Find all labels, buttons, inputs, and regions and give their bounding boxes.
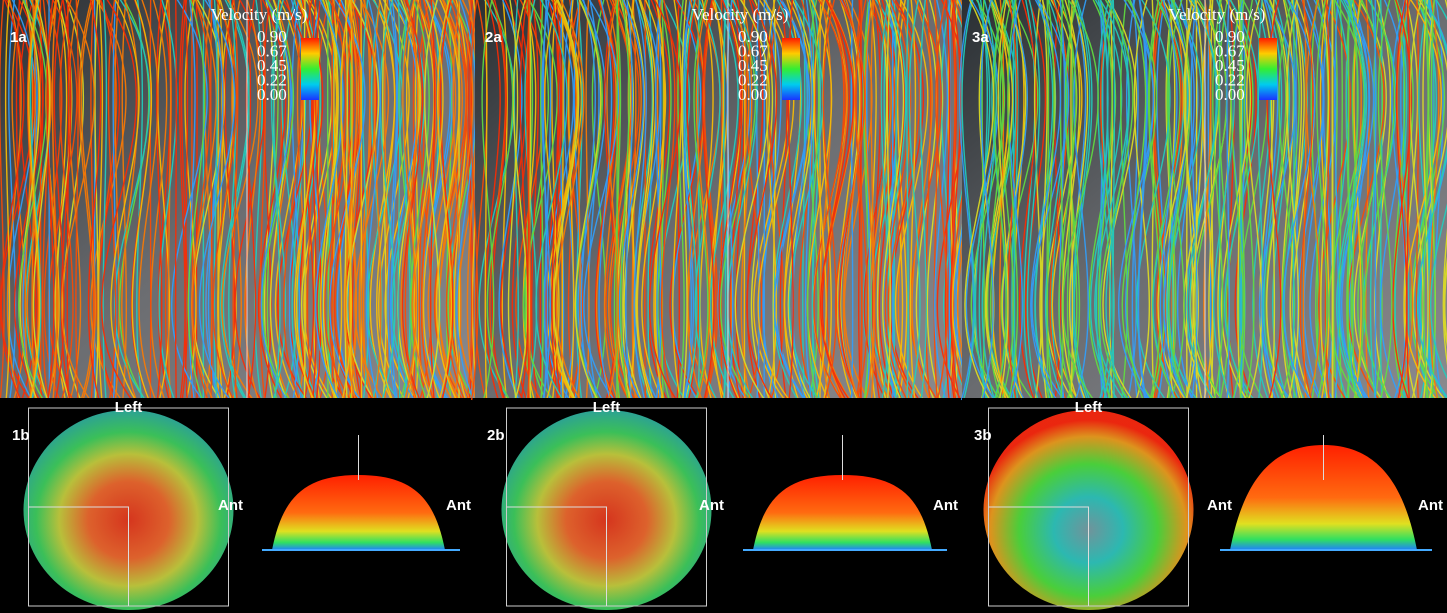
panel-label: 2a — [485, 29, 502, 46]
color-bar — [301, 38, 319, 100]
legend-title: Velocity (m/s) — [211, 5, 308, 24]
direction-label: Left — [115, 399, 143, 416]
streamline — [1293, 0, 1294, 400]
direction-label: Ant — [218, 497, 243, 514]
legend-tick-label: 0.00 — [1215, 85, 1245, 104]
panel-label: 3a — [972, 29, 989, 46]
color-bar — [782, 38, 800, 100]
streamline — [176, 0, 177, 400]
legend-title: Velocity (m/s) — [692, 5, 789, 24]
panel-label: 2b — [487, 427, 505, 444]
color-bar — [1259, 38, 1277, 100]
direction-label: Left — [593, 399, 621, 416]
panel-label: 3b — [974, 427, 992, 444]
streamline — [150, 0, 151, 400]
direction-label: Ant — [446, 497, 471, 514]
legend-tick-label: 0.00 — [738, 85, 768, 104]
direction-label: Ant — [1207, 497, 1232, 514]
direction-label: Ant — [933, 497, 958, 514]
figure: Velocity (m/s)0.900.670.450.220.001a1bLe… — [0, 0, 1447, 613]
panel-label: 1a — [10, 29, 27, 46]
direction-label: Left — [1075, 399, 1103, 416]
legend-title: Velocity (m/s) — [1169, 5, 1266, 24]
direction-label: Ant — [1418, 497, 1443, 514]
legend-tick-label: 0.00 — [257, 85, 287, 104]
direction-label: Ant — [699, 497, 724, 514]
panel-label: 1b — [12, 427, 30, 444]
